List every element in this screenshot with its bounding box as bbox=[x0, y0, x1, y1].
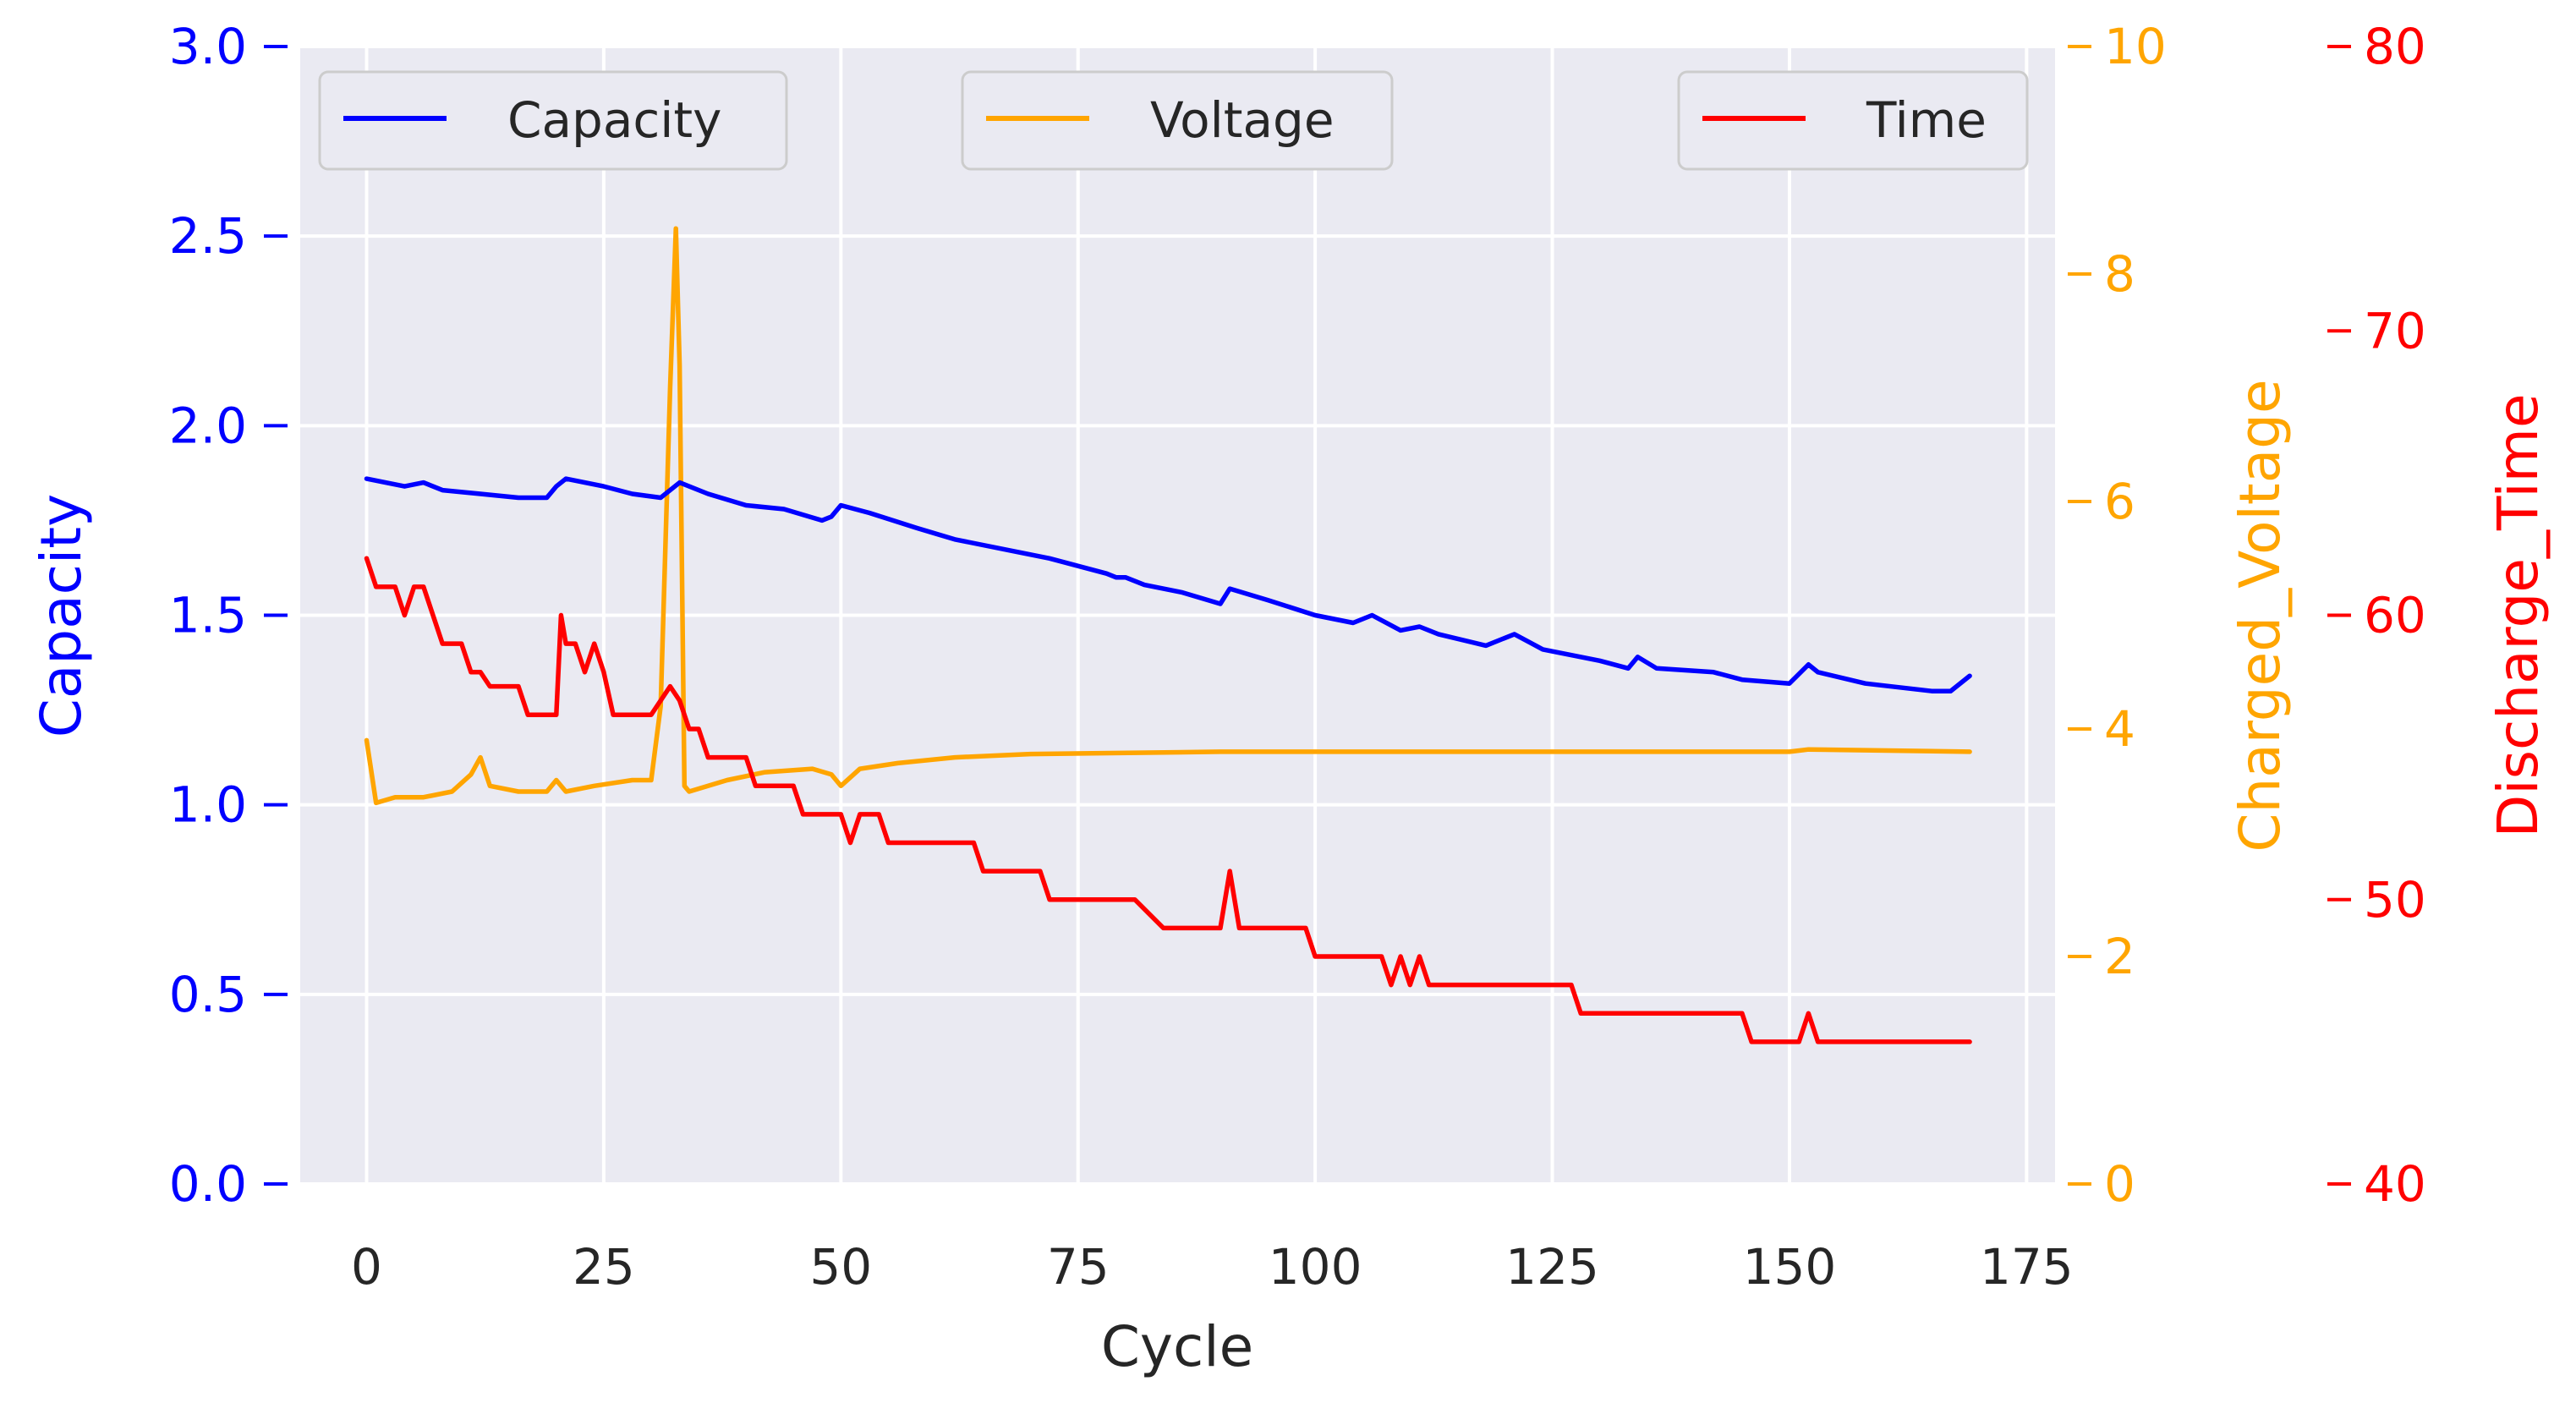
time-tick-label: 50 bbox=[2364, 871, 2426, 929]
series-lines bbox=[364, 226, 1972, 1044]
voltage-tick-label: 0 bbox=[2104, 1155, 2135, 1213]
x-tick-label: 100 bbox=[1269, 1238, 1362, 1296]
x-tick-label: 50 bbox=[809, 1238, 872, 1296]
legend-box bbox=[318, 70, 788, 171]
capacity-tick-label: 2.0 bbox=[169, 397, 247, 454]
x-tick-label: 125 bbox=[1505, 1238, 1599, 1296]
voltage-tick-label: 10 bbox=[2104, 18, 2167, 75]
time-series-line bbox=[364, 556, 1972, 1044]
voltage-axis-title: Charged_Voltage bbox=[2228, 379, 2293, 852]
x-tick-label: 150 bbox=[1743, 1238, 1837, 1296]
capacity-tick-label: 3.0 bbox=[169, 18, 247, 75]
time-tick-label: 60 bbox=[2364, 587, 2426, 644]
capacity-tick-label: 1.0 bbox=[169, 776, 247, 834]
x-tick-label: 175 bbox=[1980, 1238, 2074, 1296]
capacity-tick-label: 2.5 bbox=[169, 207, 247, 265]
legend: Capacity Voltage Time bbox=[318, 70, 2029, 171]
capacity-series-line bbox=[364, 476, 1972, 693]
voltage-tick-label: 2 bbox=[2104, 928, 2135, 985]
x-axis-title: Cycle bbox=[1101, 1314, 1253, 1379]
capacity-axis-title: Capacity bbox=[29, 494, 94, 737]
x-tick-label: 25 bbox=[573, 1238, 635, 1296]
capacity-tick-label: 0.5 bbox=[169, 966, 247, 1023]
legend-label: Time bbox=[1866, 91, 1987, 149]
legend-item-voltage: Voltage bbox=[961, 70, 1394, 171]
time-tick-label: 80 bbox=[2364, 18, 2426, 75]
x-tick-label: 75 bbox=[1047, 1238, 1110, 1296]
legend-item-time: Time bbox=[1677, 70, 2029, 171]
axis-ticks: 0 25 50 75 100 125 150 1750.00.51.01.52.02.53.0… bbox=[169, 18, 2426, 1296]
legend-label: Voltage bbox=[1150, 91, 1335, 149]
legend-item-capacity: Capacity bbox=[318, 70, 788, 171]
legend-box bbox=[1677, 70, 2029, 171]
voltage-tick-label: 6 bbox=[2104, 473, 2135, 530]
voltage-tick-label: 4 bbox=[2104, 700, 2135, 758]
legend-box bbox=[961, 70, 1394, 171]
time-tick-label: 40 bbox=[2364, 1155, 2426, 1213]
voltage-series-line bbox=[364, 226, 1972, 806]
voltage-tick-label: 8 bbox=[2104, 245, 2135, 303]
capacity-tick-label: 1.5 bbox=[169, 587, 247, 644]
time-axis-title: Discharge_Time bbox=[2486, 393, 2551, 837]
capacity-tick-label: 0.0 bbox=[169, 1155, 247, 1213]
x-tick-label: 0 bbox=[351, 1238, 382, 1296]
grid-lines bbox=[300, 45, 2055, 1186]
time-tick-label: 70 bbox=[2364, 302, 2426, 359]
legend-label: Capacity bbox=[507, 91, 721, 149]
